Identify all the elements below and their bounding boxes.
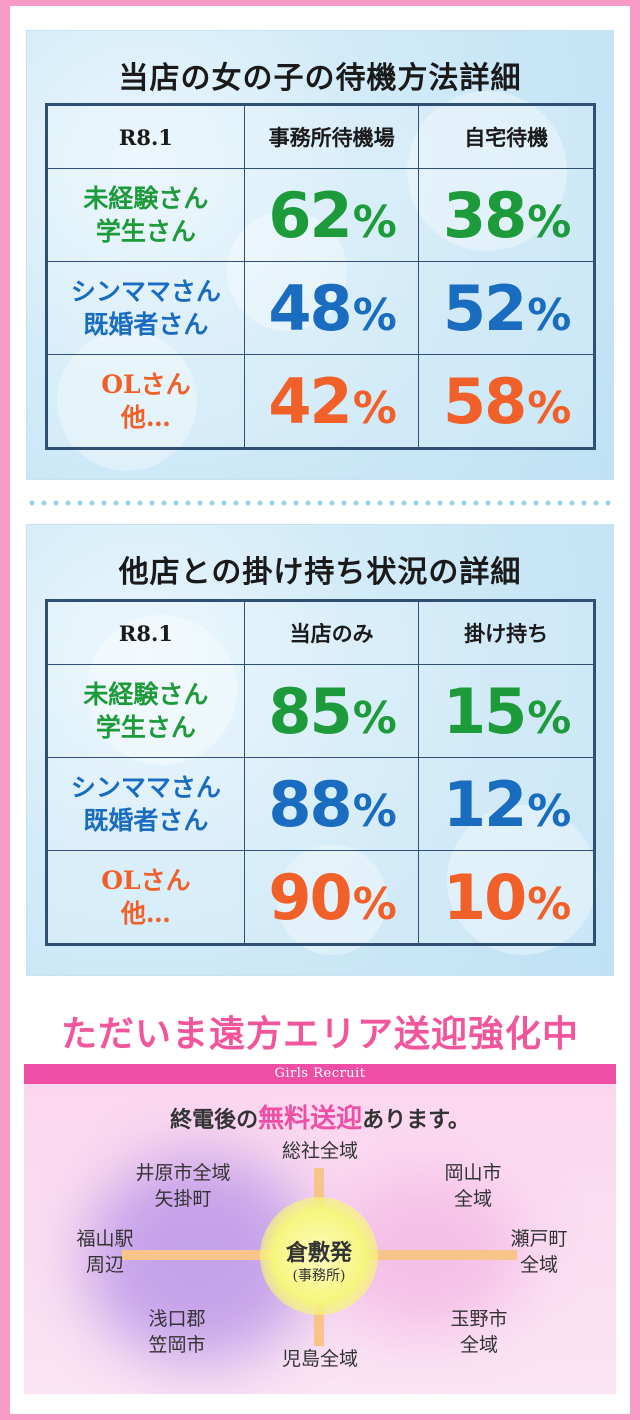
percent-value: 90% [243, 850, 420, 945]
table-row: OLさん 他… 90% 10% [46, 850, 595, 945]
area-southwest: 浅口郡 笠岡市 [148, 1308, 206, 1356]
side-job-panel: 他店との掛け持ち状況の詳細 R8.1 当店のみ 掛け持ち 未経験さん 学生さん 8… [26, 524, 614, 976]
table-row: 未経験さん 学生さん 85% 15% [46, 664, 595, 758]
area-west: 福山駅 周辺 [76, 1228, 134, 1276]
waiting-method-panel: 当店の女の子の待機方法詳細 R8.1 事務所待機場 自宅待機 未経験さん 学生さん… [26, 30, 614, 480]
origin-sub: (事務所) [292, 1268, 346, 1284]
pickup-area-map: Girls Recruit 終電後の無料送迎あります。 倉敷発 (事務所) 総社… [24, 1064, 616, 1394]
area-northwest: 井原市全域 矢掛町 [135, 1162, 231, 1210]
percent-value: 12% [418, 757, 595, 851]
table-row: 未経験さん 学生さん 62% 38% [46, 168, 595, 262]
row-label: OLさん 他… [46, 354, 245, 449]
percent-value: 10% [418, 850, 595, 945]
percent-value: 85% [243, 664, 420, 758]
percent-value: 15% [418, 664, 595, 758]
free-pickup-lead: 終電後の無料送迎あります。 [170, 1104, 470, 1134]
percent-value: 58% [418, 354, 595, 449]
percent-value: 52% [418, 261, 595, 355]
percent-value: 48% [243, 261, 420, 355]
area-southeast: 玉野市 全域 [450, 1308, 508, 1356]
waiting-method-title: 当店の女の子の待機方法詳細 [118, 61, 522, 96]
row-label: OLさん 他… [46, 850, 245, 945]
row-label: 未経験さん 学生さん [46, 664, 245, 758]
row-label: 未経験さん 学生さん [46, 168, 245, 262]
waiting-method-table: R8.1 事務所待機場 自宅待機 未経験さん 学生さん 62% 38% シンママさ… [45, 103, 596, 450]
header-multiple-shops: 掛け持ち [418, 600, 595, 665]
free-pickup-highlight: 無料送迎 [258, 1104, 363, 1134]
pickup-headline: ただいま遠方エリア送迎強化中 [60, 1014, 579, 1055]
percent-value: 62% [243, 168, 420, 262]
percent-value: 42% [243, 354, 420, 449]
row-label: シンママさん 既婚者さん [46, 757, 245, 851]
side-job-title: 他店との掛け持ち状況の詳細 [118, 555, 522, 590]
table-row: シンママさん 既婚者さん 48% 52% [46, 261, 595, 355]
row-label: シンママさん 既婚者さん [46, 261, 245, 355]
area-east: 瀬戸町 全域 [510, 1228, 568, 1276]
girls-recruit-band: Girls Recruit [24, 1064, 616, 1084]
kurashiki-origin-marker: 倉敷発 (事務所) [260, 1197, 378, 1315]
dotted-divider [26, 500, 614, 506]
header-period: R8.1 [46, 104, 245, 169]
table-row: OLさん 他… 42% 58% [46, 354, 595, 449]
header-only-this-shop: 当店のみ [243, 600, 420, 665]
table-row: シンママさん 既婚者さん 88% 12% [46, 757, 595, 851]
percent-value: 38% [418, 168, 595, 262]
side-job-table: R8.1 当店のみ 掛け持ち 未経験さん 学生さん 85% 15% シンママさん既… [45, 599, 596, 946]
header-office-waiting: 事務所待機場 [243, 104, 420, 169]
area-northeast: 岡山市 全域 [444, 1162, 502, 1210]
percent-value: 88% [243, 757, 420, 851]
header-home-waiting: 自宅待機 [418, 104, 595, 169]
area-north: 総社全域 [281, 1140, 358, 1162]
area-south: 児島全域 [281, 1348, 358, 1370]
header-period: R8.1 [46, 600, 245, 665]
origin-name: 倉敷発 [285, 1240, 352, 1266]
